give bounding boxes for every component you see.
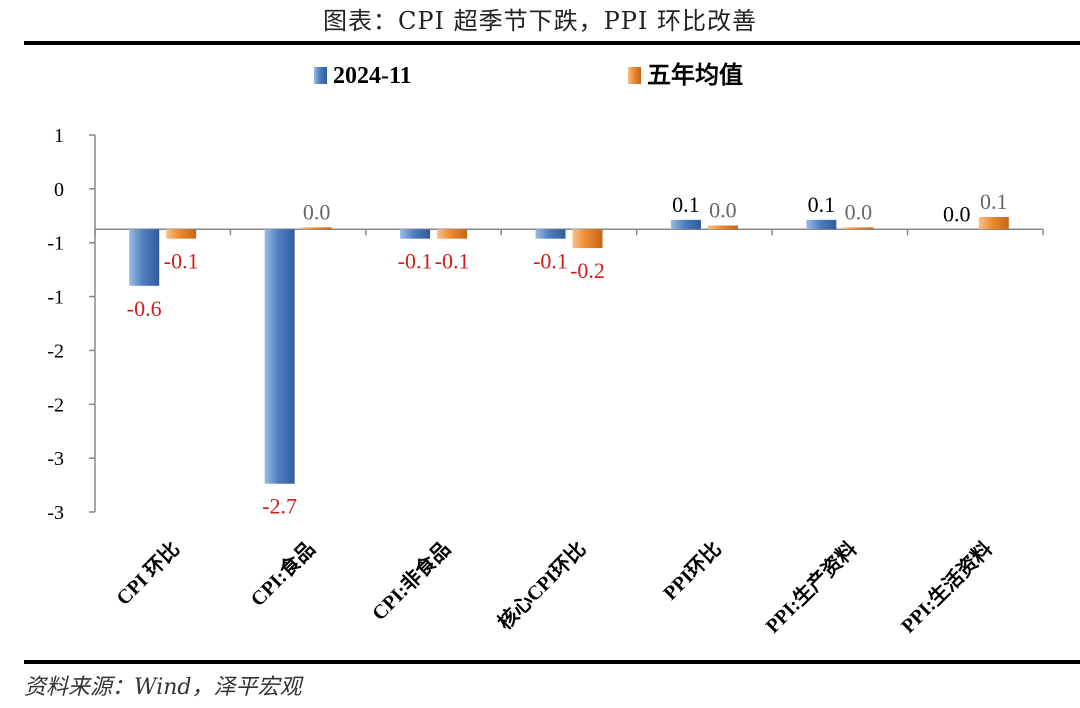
y-tick-label: -1 (47, 233, 64, 255)
value-label-series-1: 0.1 (672, 192, 700, 217)
value-label-series-1: -0.1 (398, 249, 433, 274)
y-axis: 1 0 -1 -1 -2 -2 -3 -3 (47, 125, 96, 524)
category-labels: CPI 环比 CPI:食品 CPI:非食品 核心CPI环比 PPI环比 PPI:生产资料 P… (112, 537, 997, 638)
value-label-series-2: -0.1 (435, 249, 470, 274)
bar-series-2 (707, 225, 738, 230)
value-label-series-1: -0.6 (127, 296, 162, 321)
top-rule (24, 41, 1080, 45)
category-label: CPI:非食品 (367, 537, 455, 625)
y-tick-label: 1 (54, 125, 64, 147)
bar-series-2 (301, 227, 332, 230)
chart-title: 图表：CPI 超季节下跌，PPI 环比改善 (322, 7, 758, 35)
category-label: 核心CPI环比 (493, 537, 591, 635)
bar-series-1 (400, 229, 431, 239)
y-tick-label: 0 (54, 179, 64, 201)
source-note: 资料来源：Wind，泽平宏观 (24, 675, 302, 700)
value-label-series-2: 0.0 (303, 199, 331, 224)
y-tick-label: -2 (47, 340, 64, 362)
value-label-series-2: 0.0 (709, 197, 737, 222)
category-label: CPI:食品 (245, 537, 319, 611)
y-tick-label: -3 (47, 448, 64, 470)
y-tick-label: -3 (47, 502, 64, 524)
legend-label-2: 五年均值 (647, 61, 743, 89)
bar-series-2 (437, 229, 468, 239)
category-label: CPI 环比 (112, 537, 184, 609)
bar-series-2 (978, 216, 1009, 230)
value-label-series-1: -2.7 (262, 494, 297, 519)
legend-label-1: 2024-11 (333, 63, 412, 89)
bar-series-1 (670, 219, 701, 230)
bottom-rule (24, 660, 1080, 664)
bar-series-2 (843, 227, 874, 230)
legend-swatch-1 (314, 67, 327, 84)
value-label-series-1: 0.0 (943, 201, 971, 226)
value-label-series-2: 0.0 (845, 199, 873, 224)
bar-series-2 (166, 229, 197, 239)
legend: 2024-11 五年均值 (314, 61, 743, 89)
bars (129, 216, 1009, 484)
category-label: PPI:生活资料 (896, 537, 997, 638)
bar-series-1 (129, 229, 160, 286)
y-tick-label: -1 (47, 287, 64, 309)
bar-series-1 (264, 229, 295, 484)
value-label-series-2: -0.1 (164, 249, 199, 274)
bar-chart: 2024-11 五年均值 10-1-1-2-2-3-3 -0.6-0.1-2.70… (47, 61, 1044, 638)
value-labels: -0.6-0.1-2.70.0-0.1 -0.1 -0.1 -0.20.1 0.0 0.1… (127, 189, 1008, 519)
bar-series-1 (806, 219, 837, 230)
y-tick-label: -2 (47, 394, 64, 416)
value-label-series-1: 0.1 (808, 192, 836, 217)
category-label: PPI环比 (659, 537, 726, 604)
category-label: PPI:生产资料 (760, 537, 861, 638)
bar-series-2 (572, 229, 603, 249)
legend-swatch-2 (628, 67, 641, 84)
x-axis (94, 228, 1044, 236)
bar-series-1 (535, 229, 566, 239)
value-label-series-2: -0.2 (570, 258, 605, 283)
value-label-series-1: -0.1 (533, 249, 568, 274)
value-label-series-2: 0.1 (980, 189, 1008, 214)
